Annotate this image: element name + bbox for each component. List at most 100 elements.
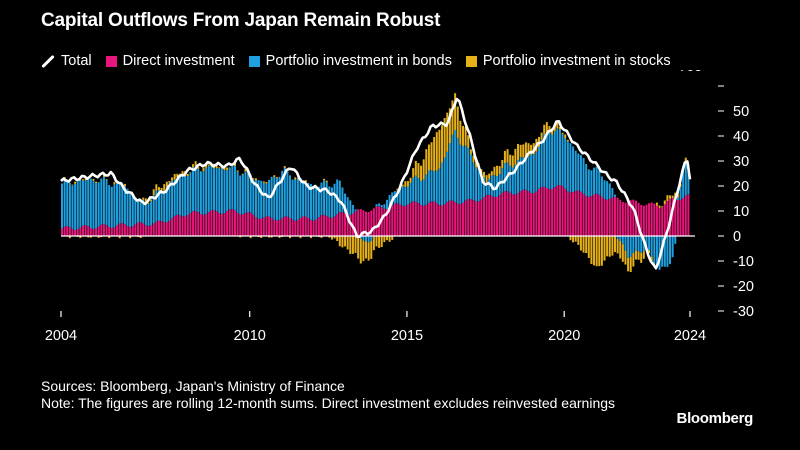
bonds-bar bbox=[302, 180, 305, 217]
bonds-swatch-icon bbox=[248, 55, 260, 67]
bonds-bar bbox=[268, 179, 271, 217]
bonds-bar bbox=[621, 236, 624, 245]
bonds-bar bbox=[682, 171, 685, 198]
direct-investment-bar bbox=[671, 198, 674, 236]
stocks-bar bbox=[249, 236, 252, 239]
x-tick-label: 2010 bbox=[234, 328, 266, 344]
direct-investment-bar bbox=[535, 191, 538, 236]
direct-investment-bar bbox=[451, 200, 454, 236]
direct-investment-bar bbox=[129, 227, 132, 236]
direct-investment-bar bbox=[608, 198, 611, 236]
bonds-bar bbox=[236, 171, 239, 213]
direct-investment-bar bbox=[270, 217, 273, 236]
bonds-bar bbox=[650, 236, 653, 257]
direct-investment-bar bbox=[147, 226, 150, 236]
bonds-bar bbox=[551, 134, 554, 190]
direct-investment-bar bbox=[354, 211, 357, 236]
bonds-bar bbox=[627, 236, 630, 258]
bonds-bar bbox=[184, 175, 187, 217]
stocks-bar bbox=[236, 170, 239, 172]
bonds-bar bbox=[409, 183, 412, 203]
bonds-bar bbox=[71, 185, 74, 229]
stocks-bar bbox=[496, 165, 499, 177]
direct-investment-bar bbox=[467, 199, 470, 236]
stocks-bar bbox=[309, 236, 312, 239]
stocks-bar bbox=[669, 195, 672, 199]
direct-investment-bar bbox=[220, 213, 223, 236]
stocks-bar bbox=[467, 135, 470, 148]
bonds-bar bbox=[239, 175, 242, 215]
direct-investment-bar bbox=[265, 216, 268, 236]
bonds-bar bbox=[315, 188, 318, 220]
direct-investment-bar bbox=[113, 227, 116, 236]
direct-investment-bar bbox=[396, 203, 399, 236]
bonds-bar bbox=[396, 189, 399, 204]
bonds-bar bbox=[645, 236, 648, 248]
direct-investment-bar bbox=[304, 216, 307, 236]
bonds-bar bbox=[614, 194, 616, 197]
bonds-bar bbox=[669, 236, 672, 265]
bonds-bar bbox=[535, 151, 538, 192]
stocks-bar bbox=[346, 236, 349, 250]
direct-investment-bar bbox=[401, 205, 404, 236]
stocks-bar bbox=[102, 174, 105, 177]
direct-investment-bar bbox=[422, 205, 425, 236]
direct-investment-bar bbox=[543, 186, 546, 236]
direct-investment-bar bbox=[603, 199, 606, 236]
stocks-bar bbox=[619, 240, 622, 259]
bonds-bar bbox=[105, 179, 108, 226]
stocks-bar bbox=[561, 132, 564, 135]
bonds-bar bbox=[139, 201, 142, 223]
bonds-bar bbox=[84, 180, 87, 226]
line-swatch-icon bbox=[41, 55, 54, 68]
bonds-bar bbox=[349, 200, 352, 215]
stocks-bar bbox=[283, 166, 286, 169]
direct-investment-bar bbox=[522, 189, 525, 236]
stocks-bar bbox=[598, 236, 601, 267]
stocks-bar bbox=[380, 236, 383, 248]
stocks-bar bbox=[519, 144, 522, 158]
stocks-bar bbox=[152, 189, 155, 196]
stocks-bar bbox=[454, 93, 457, 131]
stocks-bar bbox=[514, 148, 517, 165]
stocks-bar bbox=[627, 257, 630, 272]
stocks-bar bbox=[564, 134, 567, 139]
direct-investment-bar bbox=[317, 217, 320, 236]
stocks-bar bbox=[362, 240, 365, 262]
stocks-bar bbox=[370, 240, 373, 259]
direct-investment-bar bbox=[372, 208, 375, 236]
direct-investment-bar bbox=[323, 214, 326, 236]
direct-investment-bar bbox=[315, 219, 318, 236]
direct-investment-bar bbox=[150, 225, 153, 236]
y-tick-label: 20 bbox=[733, 179, 749, 195]
bloomberg-logo: Bloomberg bbox=[676, 410, 754, 427]
stocks-bar bbox=[79, 236, 82, 238]
direct-investment-bar bbox=[294, 220, 297, 236]
stocks-bar bbox=[393, 191, 396, 192]
direct-investment-bar bbox=[519, 191, 522, 236]
stocks-bar bbox=[482, 171, 485, 178]
direct-investment-bar bbox=[134, 224, 137, 236]
y-tick-label: 10 bbox=[733, 204, 749, 220]
bonds-bar bbox=[226, 170, 229, 212]
direct-investment-bar bbox=[199, 214, 202, 236]
stocks-bar bbox=[97, 236, 100, 238]
bonds-bar bbox=[600, 176, 603, 197]
bonds-bar bbox=[281, 170, 284, 219]
legend: Total Direct investment Portfolio invest… bbox=[41, 52, 685, 70]
bonds-bar bbox=[519, 157, 522, 192]
direct-investment-bar bbox=[490, 195, 493, 236]
bonds-bar bbox=[118, 181, 121, 224]
direct-investment-bar bbox=[307, 218, 310, 236]
stocks-bar bbox=[338, 236, 341, 247]
bonds-bar bbox=[291, 179, 294, 220]
stocks-bar bbox=[105, 179, 108, 180]
stocks-bar bbox=[372, 236, 375, 251]
stocks-bar bbox=[391, 236, 394, 240]
stocks-bar bbox=[87, 236, 90, 238]
direct-investment-bar bbox=[184, 216, 187, 236]
stocks-bar bbox=[354, 236, 357, 253]
bonds-bar bbox=[443, 157, 446, 205]
stocks-bar bbox=[524, 142, 527, 158]
direct-investment-bar bbox=[655, 205, 658, 236]
